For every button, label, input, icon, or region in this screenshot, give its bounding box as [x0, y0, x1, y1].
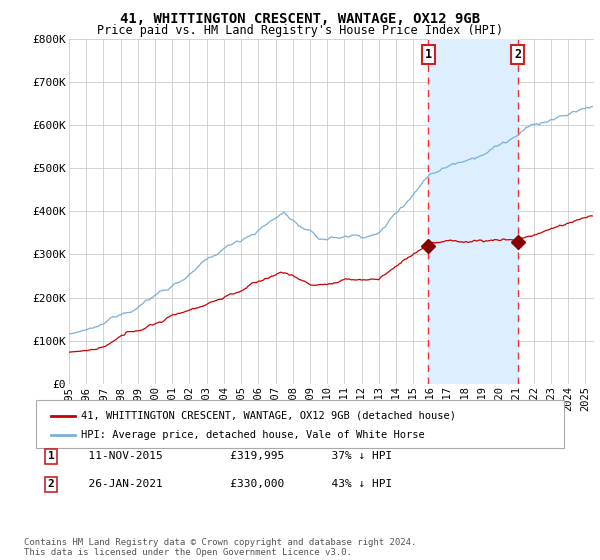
Text: 26-JAN-2021          £330,000       43% ↓ HPI: 26-JAN-2021 £330,000 43% ↓ HPI: [75, 479, 392, 489]
Bar: [428, 39, 518, 384]
Text: 2: 2: [47, 479, 55, 489]
Text: HPI: Average price, detached house, Vale of White Horse: HPI: Average price, detached house, Vale…: [81, 430, 425, 440]
Text: 2: 2: [514, 48, 521, 61]
Text: Price paid vs. HM Land Registry's House Price Index (HPI): Price paid vs. HM Land Registry's House …: [97, 24, 503, 36]
Text: 11-NOV-2015          £319,995       37% ↓ HPI: 11-NOV-2015 £319,995 37% ↓ HPI: [75, 451, 392, 461]
Text: 1: 1: [425, 48, 432, 61]
Text: Contains HM Land Registry data © Crown copyright and database right 2024.
This d: Contains HM Land Registry data © Crown c…: [24, 538, 416, 557]
Text: 1: 1: [47, 451, 55, 461]
Text: 41, WHITTINGTON CRESCENT, WANTAGE, OX12 9GB: 41, WHITTINGTON CRESCENT, WANTAGE, OX12 …: [120, 12, 480, 26]
Text: 41, WHITTINGTON CRESCENT, WANTAGE, OX12 9GB (detached house): 41, WHITTINGTON CRESCENT, WANTAGE, OX12 …: [81, 410, 456, 421]
